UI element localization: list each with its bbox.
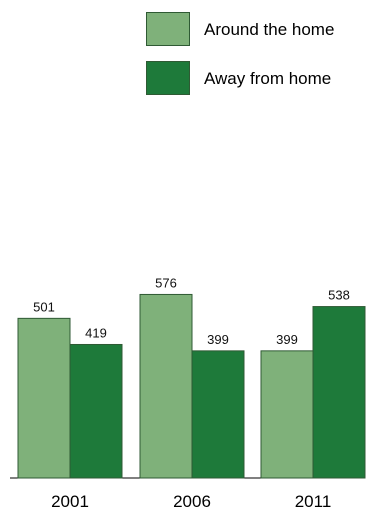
bar-2011-around-the-home <box>260 350 314 479</box>
x-tick-label-2011: 2011 <box>295 492 332 509</box>
bar-value-label-2011-away-from-home: 538 <box>328 288 350 303</box>
bar-value-label-2001-away-from-home: 419 <box>85 325 107 340</box>
legend-swatch-away-from-home <box>146 61 190 95</box>
legend-item-away-from-home: Away from home <box>146 61 331 95</box>
legend-label-around-the-home: Around the home <box>204 19 335 39</box>
bar-value-label-2001-around-the-home: 501 <box>33 299 55 314</box>
bar-value-label-2006-away-from-home: 399 <box>207 332 229 347</box>
bar-value-label-2006-around-the-home: 576 <box>155 275 177 290</box>
bar-2006-around-the-home <box>139 293 193 479</box>
x-tick-label-2006: 2006 <box>173 492 211 509</box>
legend-label-away-from-home: Away from home <box>204 68 332 88</box>
bar-2001-around-the-home <box>17 317 71 479</box>
legend-swatch-around-the-home <box>146 12 190 46</box>
x-tick-label-2001: 2001 <box>51 492 89 509</box>
legend-item-around-the-home: Around the home <box>146 12 334 46</box>
bar-2006-away-from-home <box>191 350 245 479</box>
bar-2011-away-from-home <box>312 306 366 479</box>
bar-2001-away-from-home <box>69 343 123 479</box>
bar-value-label-2011-around-the-home: 399 <box>276 332 298 347</box>
